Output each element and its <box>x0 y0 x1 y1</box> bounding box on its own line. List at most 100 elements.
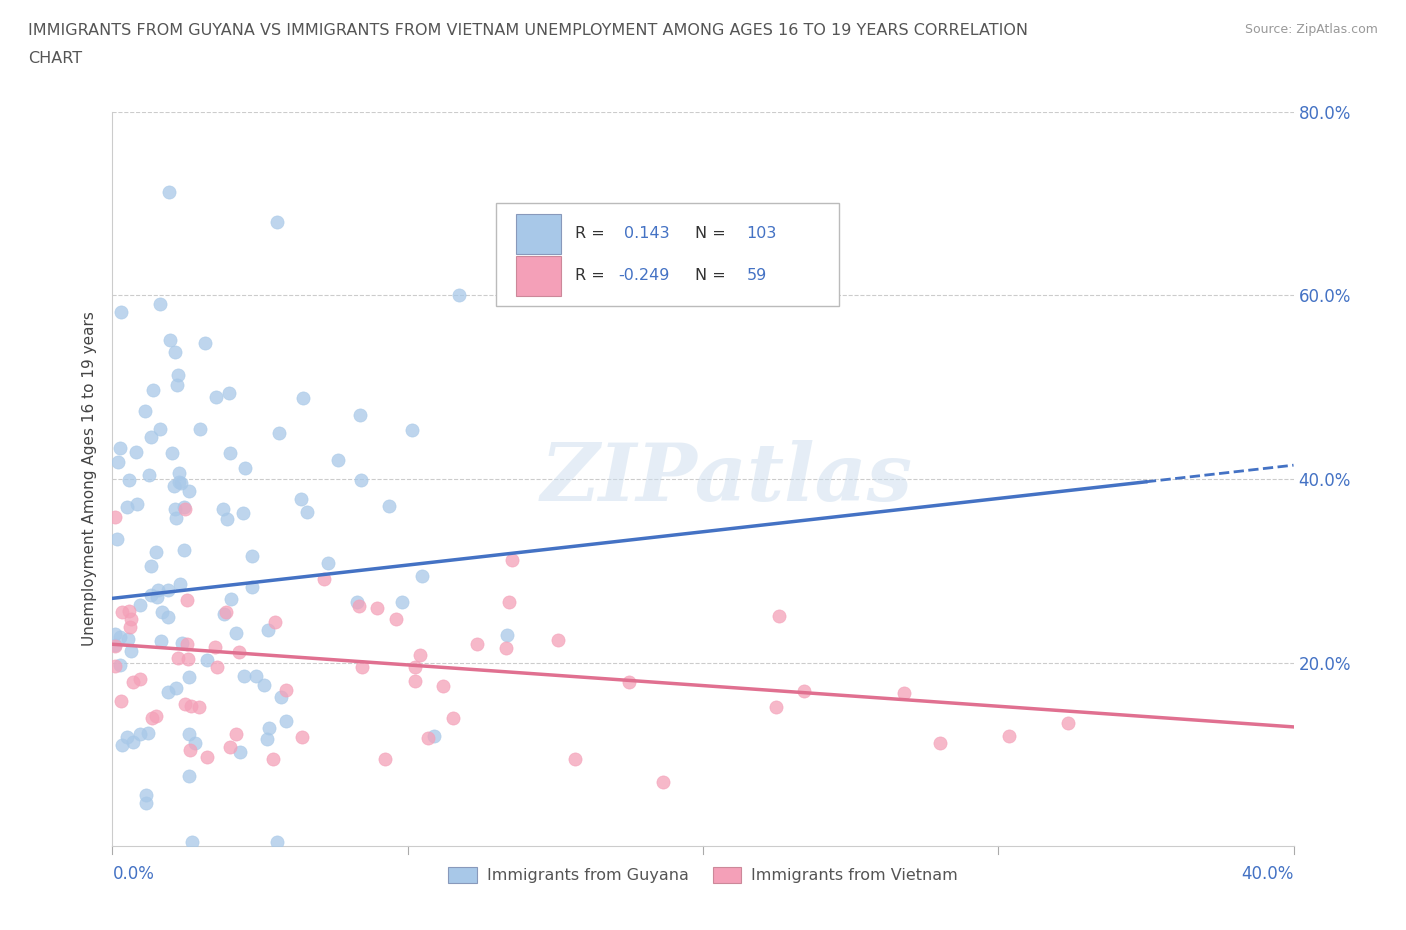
Point <box>187 700 209 715</box>
Point <box>108 658 131 672</box>
Point <box>118 472 141 487</box>
Point <box>166 368 188 383</box>
Point <box>349 407 371 422</box>
Point <box>177 652 200 667</box>
Point <box>120 644 142 658</box>
Point <box>264 614 287 629</box>
Text: 103: 103 <box>747 226 778 242</box>
Point <box>232 669 254 684</box>
Point <box>183 736 205 751</box>
Point <box>619 674 641 689</box>
Point <box>135 796 157 811</box>
Point <box>111 737 134 752</box>
Point <box>173 543 195 558</box>
FancyBboxPatch shape <box>496 204 839 306</box>
Point <box>122 734 145 749</box>
Point <box>229 744 252 759</box>
Point <box>127 497 149 512</box>
Point <box>117 631 139 646</box>
Point <box>266 215 288 230</box>
Point <box>173 502 195 517</box>
Point <box>411 568 433 583</box>
Point <box>219 445 242 460</box>
Point <box>148 297 170 312</box>
Point <box>409 648 432 663</box>
Point <box>257 623 280 638</box>
Point <box>262 751 284 766</box>
Point <box>418 730 440 745</box>
Point <box>141 588 163 603</box>
Text: Source: ZipAtlas.com: Source: ZipAtlas.com <box>1244 23 1378 36</box>
Point <box>212 606 235 621</box>
Point <box>316 556 339 571</box>
Point <box>219 592 242 607</box>
Text: 0.143: 0.143 <box>624 226 669 242</box>
Point <box>166 378 188 392</box>
Text: ZIPatlas: ZIPatlas <box>540 440 912 518</box>
Point <box>128 598 150 613</box>
Text: 0.0%: 0.0% <box>112 865 155 883</box>
Text: 59: 59 <box>747 269 766 284</box>
Point <box>117 604 139 618</box>
Point <box>195 750 218 764</box>
Point <box>257 721 280 736</box>
Bar <box>516 256 561 296</box>
Point <box>765 699 787 714</box>
Point <box>160 445 183 460</box>
Point <box>104 627 127 642</box>
Point <box>105 532 128 547</box>
Point <box>167 474 190 489</box>
Point <box>167 466 190 481</box>
Point <box>173 499 195 514</box>
Point <box>120 612 142 627</box>
Point <box>347 598 370 613</box>
Point <box>225 726 247 741</box>
Point <box>115 729 138 744</box>
Text: CHART: CHART <box>28 51 82 66</box>
Text: -0.249: -0.249 <box>619 269 669 284</box>
Y-axis label: Unemployment Among Ages 16 to 19 years: Unemployment Among Ages 16 to 19 years <box>82 312 97 646</box>
Point <box>441 711 464 725</box>
Point <box>135 788 157 803</box>
Point <box>326 452 349 467</box>
Point <box>108 630 131 644</box>
Point <box>195 652 218 667</box>
Point <box>107 455 129 470</box>
Point <box>205 659 228 674</box>
Point <box>651 775 673 790</box>
Point <box>498 594 520 609</box>
Point <box>179 742 201 757</box>
Point <box>312 571 335 586</box>
Point <box>172 635 194 650</box>
Point <box>219 739 242 754</box>
Text: 40.0%: 40.0% <box>1241 865 1294 883</box>
Point <box>181 834 204 849</box>
Point <box>240 579 263 594</box>
Point <box>290 492 312 507</box>
Point <box>179 726 201 741</box>
Point <box>291 730 314 745</box>
Point <box>188 421 211 436</box>
Point <box>929 736 952 751</box>
Point <box>194 336 217 351</box>
Point <box>173 697 195 711</box>
Point <box>117 499 139 514</box>
Point <box>998 728 1021 743</box>
Point <box>346 595 368 610</box>
Point <box>159 333 181 348</box>
Point <box>501 552 523 567</box>
Point <box>129 726 152 741</box>
Point <box>150 604 173 619</box>
Point <box>267 426 290 441</box>
Point <box>401 422 423 437</box>
Point <box>423 729 446 744</box>
Point <box>104 638 127 653</box>
Point <box>793 684 815 698</box>
Point <box>232 505 254 520</box>
Point <box>404 673 426 688</box>
Point <box>165 511 187 525</box>
Legend: Immigrants from Guyana, Immigrants from Vietnam: Immigrants from Guyana, Immigrants from … <box>441 861 965 890</box>
Point <box>170 476 193 491</box>
Point <box>163 501 186 516</box>
Text: R =: R = <box>575 226 605 242</box>
